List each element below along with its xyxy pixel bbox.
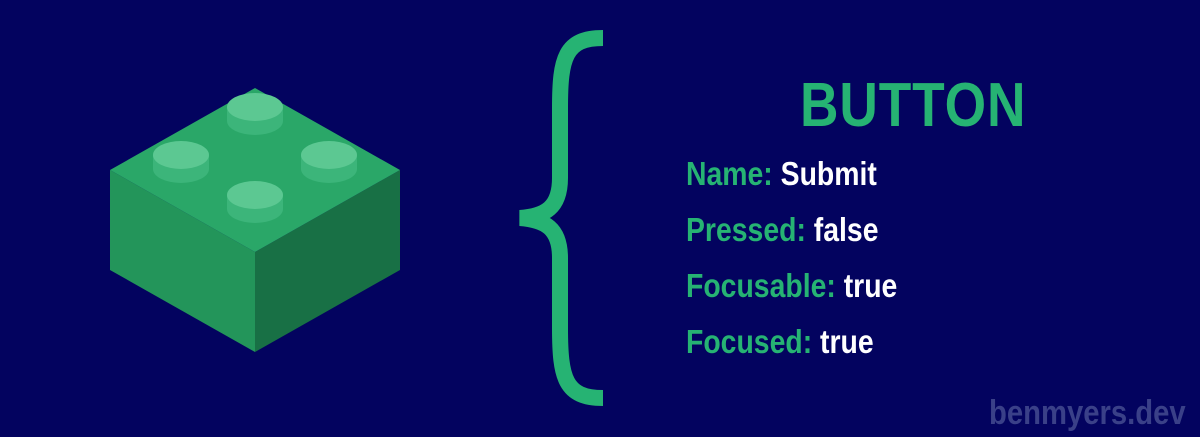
property-focusable-value: true (843, 267, 898, 304)
property-pressed-key: Pressed: (686, 211, 806, 248)
property-name: Name: Submit (686, 155, 897, 211)
property-focused-key: Focused: (686, 323, 813, 360)
site-watermark: benmyers.dev (989, 394, 1186, 432)
property-focused-value: true (820, 323, 874, 360)
property-name-key: Name: (686, 155, 773, 192)
role-heading: BUTTON (800, 71, 1027, 140)
curly-brace-icon (519, 30, 604, 406)
property-pressed-value: false (813, 211, 879, 248)
property-pressed: Pressed: false (686, 211, 897, 267)
property-focused: Focused: true (686, 323, 897, 379)
property-focusable: Focusable: true (686, 267, 897, 323)
lego-brick-icon (110, 88, 400, 352)
property-list: Name: Submit Pressed: false Focusable: t… (686, 155, 932, 379)
property-name-value: Submit (780, 155, 877, 192)
property-focusable-key: Focusable: (686, 267, 836, 304)
